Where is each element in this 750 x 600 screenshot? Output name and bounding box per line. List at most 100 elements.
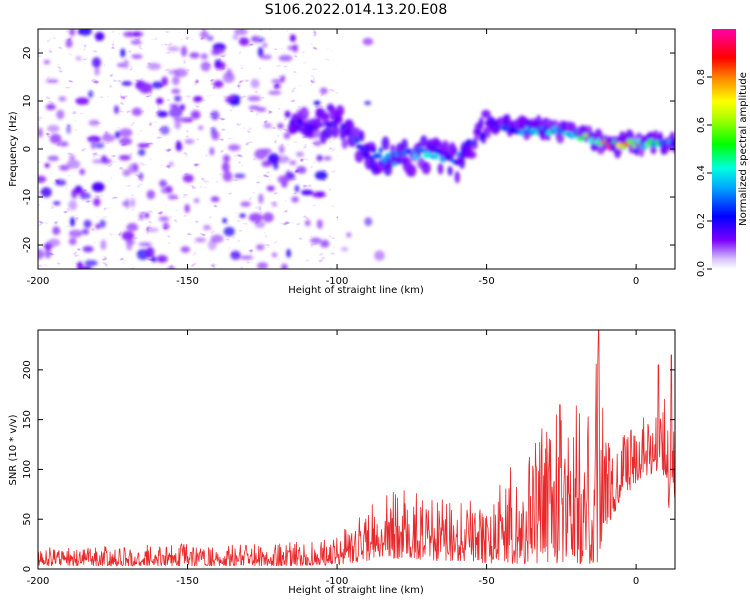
- y-tick-label: 0: [22, 146, 33, 152]
- colorbar-gradient: [712, 29, 736, 269]
- spectrogram-cell: [52, 226, 60, 236]
- spectrogram-cell: [248, 213, 263, 223]
- spectrogram-cell: [183, 117, 188, 123]
- spectrogram-cell: [119, 137, 132, 145]
- spectrogram-cell: [81, 228, 90, 235]
- spectrogram-cell: [295, 151, 305, 157]
- spectrogram-cell: [258, 193, 264, 204]
- spectrogram-cell: [145, 227, 159, 232]
- spectrogram-cell: [45, 78, 59, 84]
- spectrogram-cell: [629, 139, 635, 144]
- spectrogram-cell: [481, 109, 491, 119]
- spectrogram-cell: [38, 249, 45, 260]
- spectrogram-cell: [203, 225, 211, 231]
- spectrogram-cell: [378, 147, 383, 154]
- spectrogram-cell: [206, 35, 214, 41]
- spectrogram-cell: [271, 252, 278, 258]
- spectrogram-cell: [93, 197, 101, 207]
- spectrogram-cell: [92, 57, 101, 68]
- spectrogram-cell: [174, 95, 182, 102]
- colorbar-tick-label: 0.4: [696, 165, 707, 181]
- spectrogram-cell: [200, 61, 211, 72]
- spectrogram-cell: [381, 136, 390, 151]
- spectrogram-cell: [310, 237, 322, 244]
- spectrogram-cell: [407, 164, 417, 177]
- spectrogram-cell: [214, 59, 221, 67]
- spectrogram-cell: [229, 99, 241, 106]
- spectrogram-cell: [138, 172, 144, 181]
- spectrogram-cell: [266, 185, 275, 192]
- spectrogram-cell: [131, 107, 143, 117]
- x-tick-label: -50: [478, 576, 494, 587]
- spectrogram-cell: [44, 163, 50, 168]
- spectrogram-cell: [94, 31, 105, 41]
- spectrogram-cell: [341, 138, 348, 150]
- spectrogram-cell: [294, 185, 300, 193]
- spectrogram-cell: [167, 46, 180, 52]
- spectrogram-cell: [222, 218, 227, 224]
- spectrogram-cell: [116, 63, 126, 68]
- spectrogram-cell: [284, 110, 291, 118]
- spectrogram-cell: [466, 150, 477, 159]
- spectrogram-cell: [296, 166, 307, 174]
- spectrogram-cell: [138, 149, 146, 156]
- spectrogram-cell: [315, 119, 322, 124]
- spectrogram-cell: [88, 119, 100, 126]
- spectrogram-cell: [147, 62, 162, 70]
- spectrogram-cell: [156, 255, 168, 263]
- snr-series-line: [38, 330, 675, 567]
- spectrogram-cell: [221, 162, 230, 172]
- spectrogram-cell: [184, 204, 190, 213]
- spectrogram-cell: [137, 143, 150, 148]
- spectrogram-cell: [331, 124, 340, 138]
- spectrogram-cell: [401, 138, 408, 152]
- spectrogram-cell: [313, 125, 319, 131]
- spectrogram-cell: [123, 31, 136, 38]
- spectrogram-cell: [198, 125, 204, 130]
- spectrogram-cell: [59, 141, 69, 147]
- spectrogram-cell: [100, 158, 112, 164]
- x-tick-label: -200: [27, 276, 50, 287]
- spectrogram-cell: [210, 49, 220, 56]
- spectrogram-cell: [271, 202, 278, 207]
- y-tick-label: 0: [22, 566, 33, 572]
- spectrogram-cell: [168, 162, 174, 167]
- spectrogram-cell: [69, 154, 75, 161]
- spectrogram-cell: [454, 171, 460, 184]
- spectrogram-cell: [480, 131, 487, 139]
- spectrogram-cell: [230, 250, 241, 260]
- spectrogram-y-axis-label: Frequency (Hz): [8, 111, 19, 187]
- spectrogram-cell: [69, 29, 76, 37]
- colorbar-tick-label: 0.8: [696, 69, 707, 85]
- spectrogram-cell: [289, 160, 297, 166]
- spectrogram-cell: [354, 137, 360, 144]
- spectrogram-cell: [292, 43, 298, 53]
- spectrogram-cell: [633, 147, 640, 156]
- spectrogram-cell: [70, 217, 75, 227]
- spectrogram-cell: [254, 221, 266, 228]
- spectrogram-cell: [273, 161, 279, 170]
- spectrogram-cell: [182, 174, 194, 183]
- x-tick-label: -50: [478, 276, 494, 287]
- figure-title: S106.2022.014.13.20.E08: [265, 2, 448, 18]
- spectrogram-cell: [370, 147, 377, 153]
- spectrogram-cell: [346, 232, 352, 238]
- spectrogram-cell: [421, 148, 427, 153]
- spectrogram-cell: [94, 67, 100, 76]
- spectrogram-cell: [432, 153, 440, 160]
- spectrogram-cell: [45, 104, 56, 110]
- spectrogram-cell: [291, 196, 299, 203]
- snr-panel: -200 -150 -100 -50 0 0 50 100 150 200 Height of …: [8, 329, 676, 596]
- spectrogram-cell: [426, 151, 432, 158]
- spectrogram-cell: [280, 75, 285, 82]
- spectrogram-cell: [138, 82, 153, 94]
- spectrogram-cell: [122, 169, 131, 177]
- y-tick-label: 20: [22, 47, 33, 60]
- spectrogram-cell: [40, 187, 52, 198]
- spectrogram-cell: [213, 80, 224, 88]
- spectrogram-cell: [277, 123, 284, 129]
- spectrogram-cell: [160, 125, 170, 135]
- spectrogram-cell: [121, 231, 135, 241]
- colorbar-tick-label: 0.2: [696, 213, 707, 229]
- spectrogram-cell: [165, 185, 173, 194]
